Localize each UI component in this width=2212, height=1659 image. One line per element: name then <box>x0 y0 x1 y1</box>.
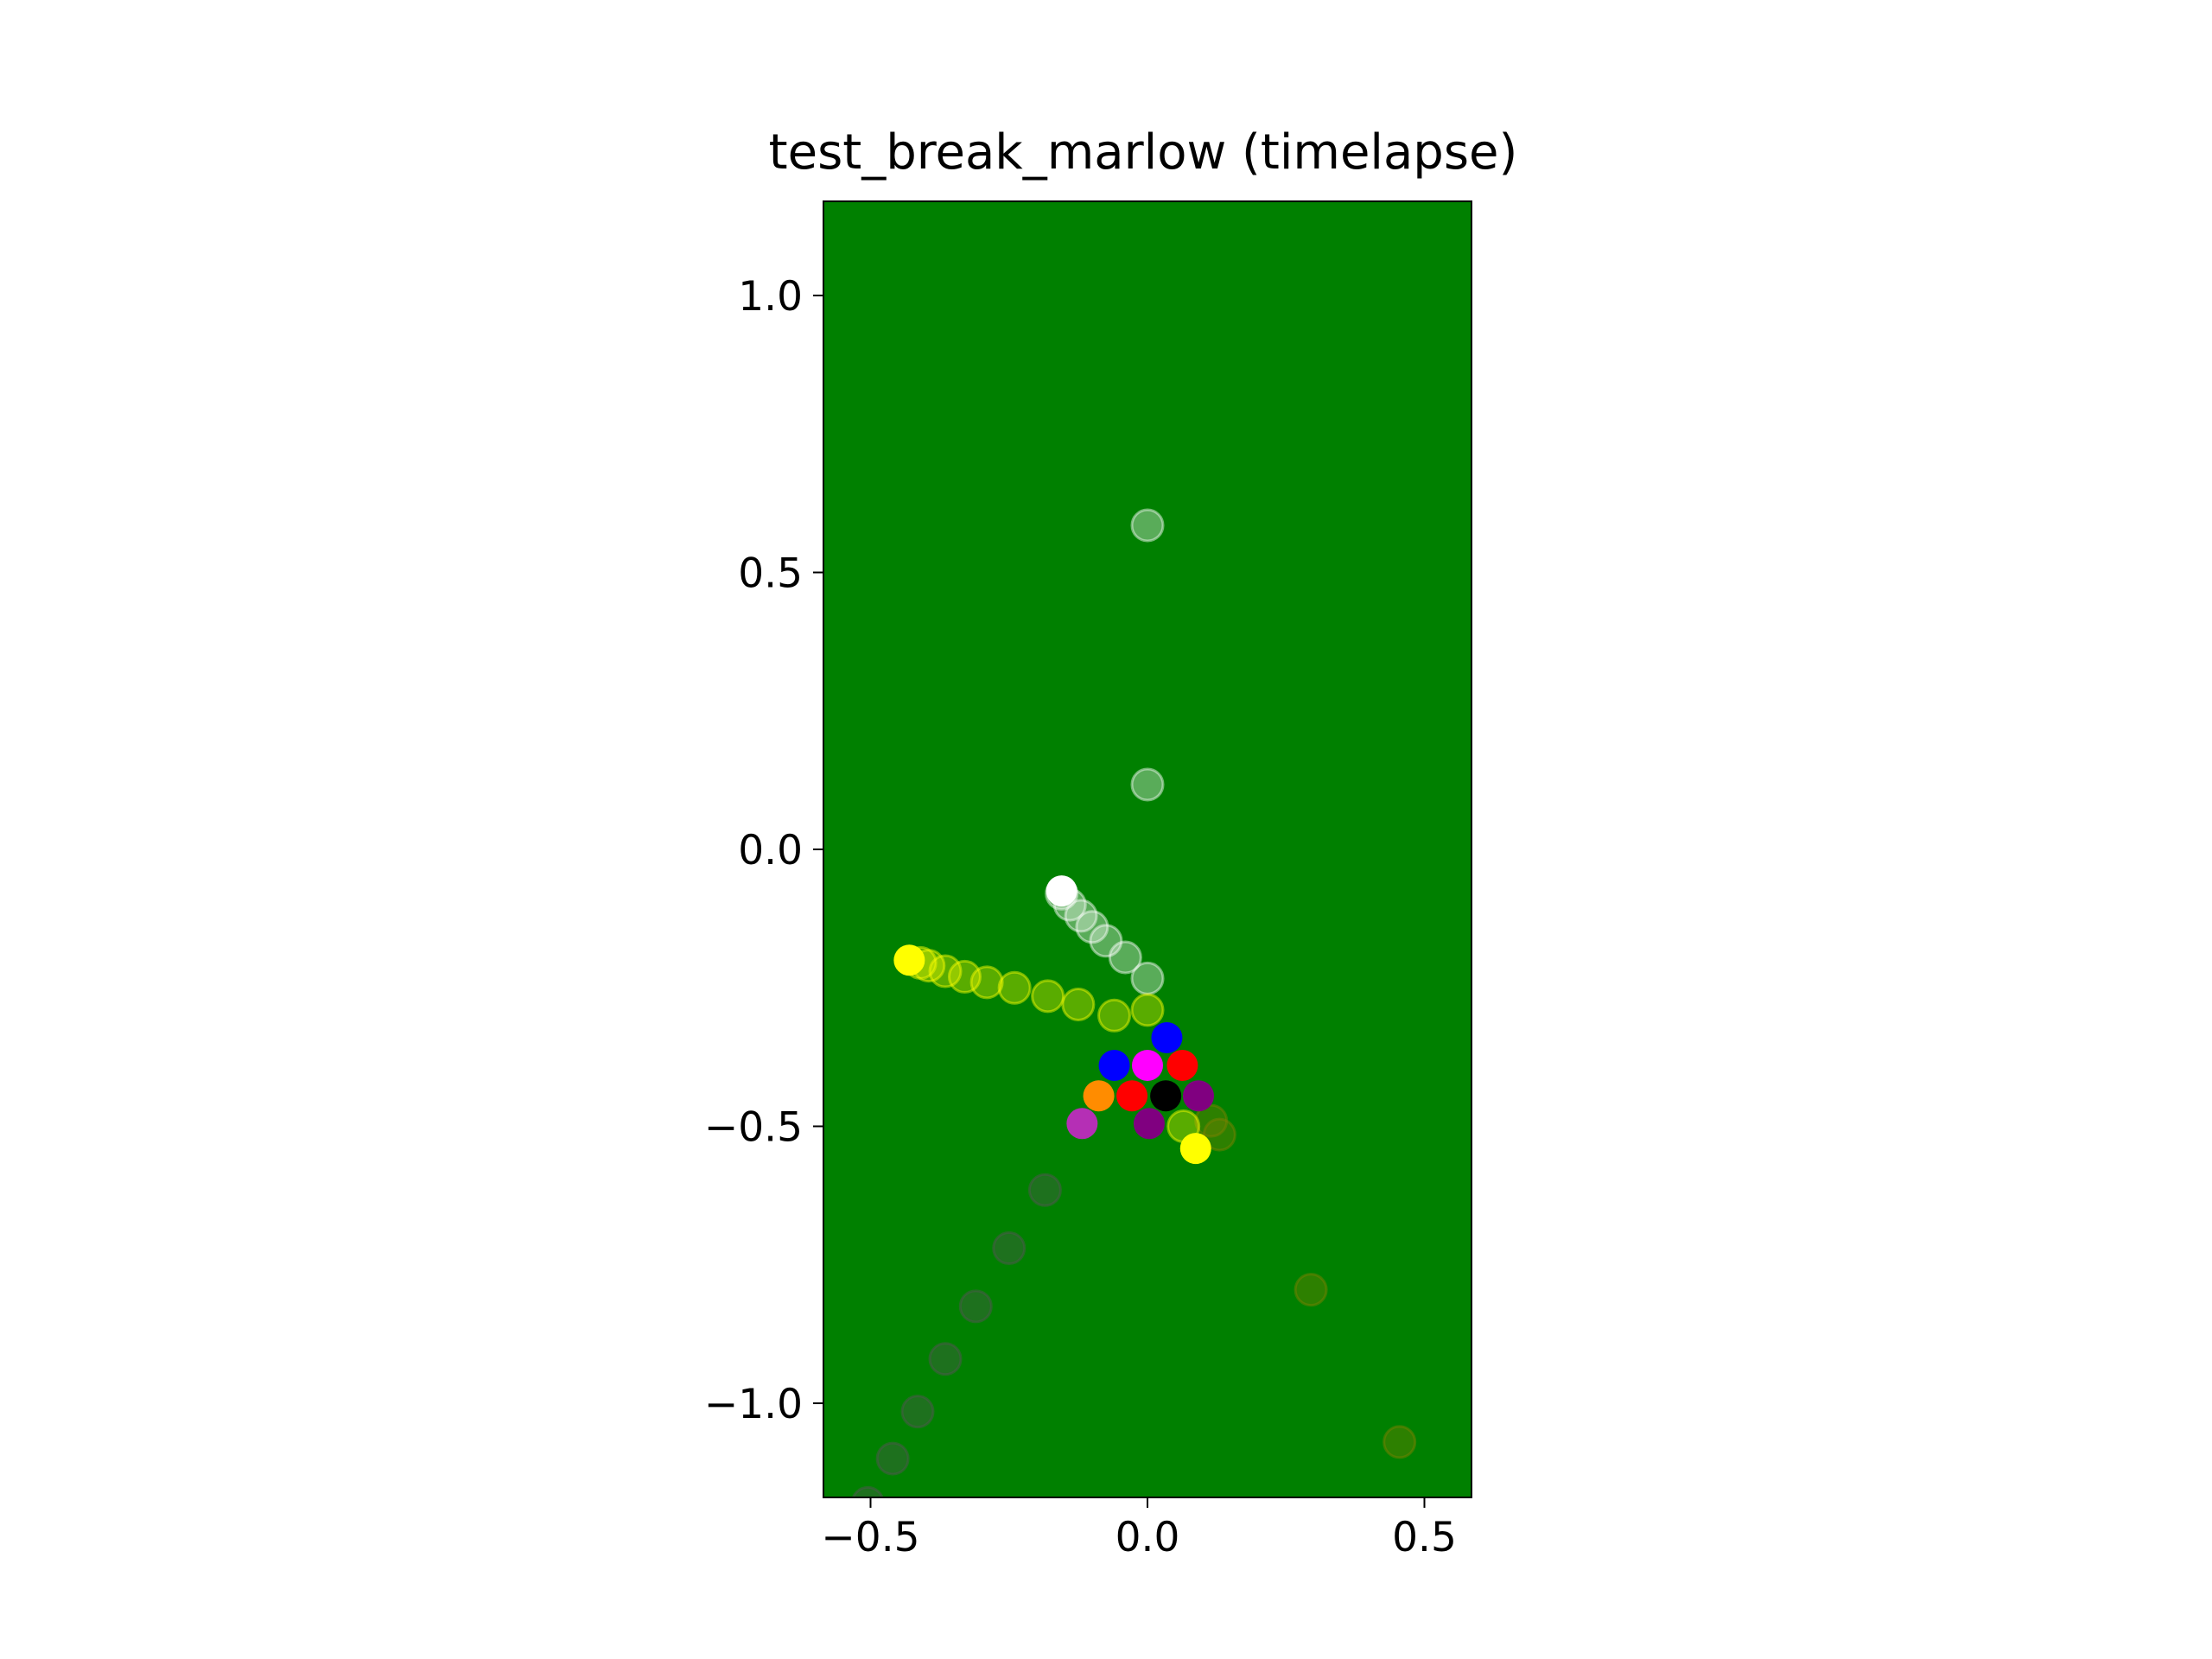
trail-point <box>1031 979 1065 1014</box>
trail-point <box>992 1231 1027 1266</box>
trail-point <box>969 965 1004 1000</box>
trail-point <box>1061 987 1096 1021</box>
ball-point <box>1132 1050 1163 1081</box>
trail-point <box>1130 993 1165 1027</box>
trail-point <box>1027 1173 1062 1207</box>
x-tick-label: 0.5 <box>1392 1514 1457 1561</box>
ball-point <box>1166 1050 1198 1081</box>
ball-point <box>1083 1080 1115 1112</box>
plot-area <box>823 201 1471 1497</box>
trail-point <box>1108 940 1142 975</box>
trail-point <box>851 1485 884 1497</box>
ball-point <box>1151 1021 1183 1053</box>
ball-point <box>1179 1133 1211 1165</box>
trail-point <box>1089 924 1123 958</box>
y-tick-label: 0.0 <box>738 827 803 874</box>
x-tick-label: −0.5 <box>821 1514 919 1561</box>
trail-point <box>997 970 1032 1005</box>
y-tick-label: −0.5 <box>704 1104 803 1152</box>
y-tick-label: 1.0 <box>738 273 803 321</box>
trail-point <box>1064 899 1098 933</box>
trail-point <box>1382 1425 1417 1459</box>
y-tick-label: −1.0 <box>704 1381 803 1428</box>
ball-point <box>1066 1108 1098 1140</box>
trail-point <box>1075 910 1109 944</box>
x-tick-label: 0.0 <box>1116 1514 1180 1561</box>
trail-point <box>928 954 963 988</box>
trail-point <box>947 959 982 994</box>
trail-point <box>1097 998 1132 1033</box>
trail-point <box>1294 1273 1328 1307</box>
ball-point <box>1116 1080 1148 1112</box>
ball-point <box>1150 1080 1182 1112</box>
trail-point <box>900 1395 935 1429</box>
trail-point <box>958 1289 993 1324</box>
ball-point <box>1182 1080 1214 1112</box>
trail-point <box>1130 767 1165 802</box>
trail-point <box>1130 508 1165 543</box>
ball-point <box>893 944 925 976</box>
trail-point <box>1194 1103 1229 1138</box>
y-tick-label: 0.5 <box>738 550 803 597</box>
ball-point <box>1133 1108 1165 1140</box>
marker-layer <box>851 508 1417 1497</box>
trail-point <box>1202 1117 1236 1152</box>
ball-point <box>1046 875 1077 907</box>
trail-point <box>875 1441 910 1476</box>
trail-point <box>928 1342 963 1376</box>
trail-point <box>1130 961 1165 995</box>
plot-frame <box>823 200 1472 1498</box>
tick-layer: −0.5 0.0 0.5 −1.0 −0.5 0.0 0.5 1.0 <box>704 273 1457 1561</box>
ball-point <box>1098 1050 1130 1081</box>
chart-title: test_break_marlow (timelapse) <box>769 124 1518 181</box>
